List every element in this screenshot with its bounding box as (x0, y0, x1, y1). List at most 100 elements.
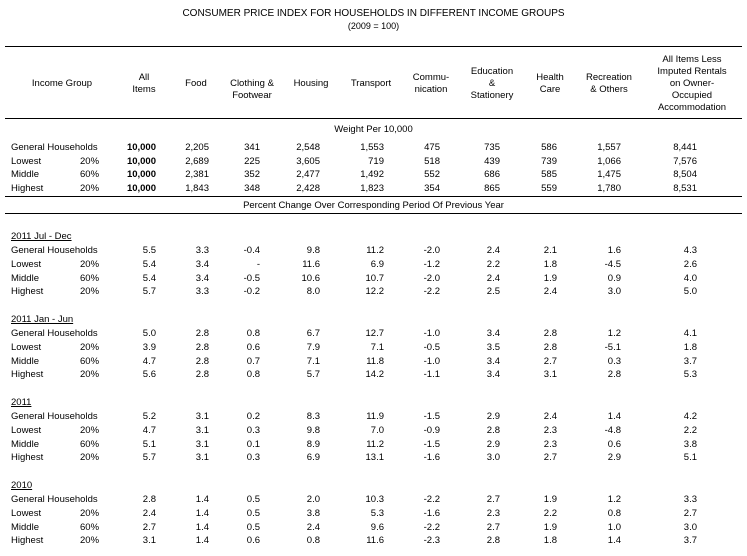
cell-health: 1.8 (543, 258, 557, 270)
cell-clothing: 0.6 (246, 535, 260, 547)
cell-food: 2.8 (195, 369, 209, 381)
cell-food: 1,843 (185, 182, 209, 194)
cell-food: 2.8 (195, 341, 209, 353)
cell-all-items: 5.5 (142, 245, 156, 256)
cell-education: 865 (484, 182, 500, 194)
cell-housing: 9.8 (306, 245, 320, 256)
cell-education: 3.5 (486, 341, 500, 353)
cell-food: 1.4 (195, 521, 209, 533)
rule-top (5, 46, 742, 47)
cell-clothing: 0.8 (246, 328, 260, 339)
table-subtitle: (2009 = 100) (347, 21, 400, 31)
cell-health: 585 (541, 169, 557, 180)
header-transport: Transport (350, 78, 392, 89)
cell-transport: 1,553 (360, 142, 384, 153)
cell-clothing: 0.7 (246, 355, 260, 367)
row-label: Lowest (11, 258, 42, 270)
cell-food: 3.4 (195, 258, 209, 270)
header-income-group: Income Group (31, 78, 93, 89)
cell-all-items: 5.7 (142, 452, 156, 464)
cell-communication: -2.3 (423, 535, 440, 547)
cell-education: 3.0 (486, 452, 500, 464)
cell-recreation: 1,780 (597, 182, 621, 194)
cell-transport: 11.9 (366, 411, 384, 422)
cell-housing: 2,548 (296, 142, 320, 153)
cell-education: 735 (484, 142, 500, 153)
cell-all-items-less: 3.7 (683, 535, 697, 547)
row-label: Highest (11, 452, 44, 464)
header-food: Food (185, 78, 207, 89)
cell-all-items-less: 2.6 (683, 258, 697, 270)
cell-housing: 2.0 (306, 494, 320, 505)
cell-health: 2.4 (543, 411, 557, 422)
rule-percent (5, 196, 742, 197)
row-label: Highest (11, 369, 44, 381)
cell-all-items: 3.1 (142, 535, 156, 547)
cell-communication: -1.6 (423, 452, 440, 464)
header-all-items: All Items (132, 72, 156, 95)
cell-clothing: 0.5 (246, 521, 260, 533)
table-row: General Households 5.2 3.1 0.2 8.3 11.9 -1.5 2.… (0, 410, 747, 423)
table-row: General Households 10,000 2,205 341 2,548 1,5… (0, 141, 747, 154)
row-label: Lowest (11, 155, 42, 167)
cell-housing: 6.7 (306, 328, 320, 339)
table-row: Lowest 20% 10,000 2,689 225 3,605 719 518 439 739… (0, 155, 747, 168)
cell-clothing: -0.2 (243, 286, 260, 298)
cell-all-items: 2.4 (142, 507, 156, 519)
cell-all-items-less: 4.0 (683, 272, 697, 284)
cell-health: 2.7 (543, 355, 557, 367)
cell-clothing: 348 (244, 182, 260, 194)
cell-transport: 13.1 (365, 452, 385, 464)
cell-communication: -1.0 (423, 355, 440, 367)
cell-food: 3.1 (195, 424, 209, 436)
cell-housing: 11.6 (302, 258, 320, 270)
cell-transport: 7.1 (370, 341, 384, 353)
row-percentile: 60% (80, 521, 100, 533)
cell-clothing: 225 (244, 155, 260, 167)
cell-recreation: 1,557 (597, 142, 621, 153)
cell-all-items-less: 5.3 (683, 369, 697, 381)
cell-all-items: 2.8 (142, 494, 156, 505)
cell-health: 2.2 (543, 507, 557, 519)
cell-communication: -2.0 (423, 272, 440, 284)
cell-communication: -1.6 (423, 507, 440, 519)
cell-communication: -1.2 (423, 258, 440, 270)
cell-communication: 552 (424, 169, 440, 180)
row-label: Middle (11, 272, 39, 284)
table-row: Lowest 20% 3.9 2.8 0.6 7.9 7.1 -0.5 3.5 2.8 -5.1 1.… (0, 341, 747, 354)
cell-communication: -2.2 (423, 521, 440, 533)
row-percentile: 60% (80, 272, 100, 284)
cell-all-items: 5.1 (142, 438, 156, 450)
cell-recreation: 0.6 (607, 438, 621, 450)
row-percentile: 20% (80, 369, 100, 381)
cell-all-items: 4.7 (142, 355, 156, 367)
percent-band: Percent Change Over Corresponding Period… (243, 200, 504, 211)
cell-housing: 10.6 (301, 272, 321, 284)
cell-education: 2.7 (486, 521, 500, 533)
row-percentile: 20% (80, 507, 100, 519)
cell-housing: 8.3 (306, 411, 320, 422)
row-percentile: 20% (80, 258, 100, 270)
header-recreation: Recreation & Others (586, 72, 632, 95)
cell-communication: -0.5 (423, 341, 440, 353)
row-label: Lowest (11, 424, 42, 436)
row-label: Highest (11, 535, 44, 547)
cell-all-items-less: 4.2 (683, 411, 697, 422)
cell-all-items: 3.9 (142, 341, 156, 353)
cell-transport: 1,823 (360, 182, 384, 194)
cell-health: 2.8 (543, 341, 557, 353)
cell-all-items-less: 3.0 (683, 521, 697, 533)
cell-all-items: 10,000 (126, 182, 156, 194)
section-title: 2011 (11, 397, 32, 408)
cell-clothing: 0.5 (246, 507, 260, 519)
cell-all-items-less: 8,441 (673, 142, 697, 153)
cell-transport: 11.6 (366, 535, 384, 547)
header-all-items-less: All Items Less Imputed Rentals on Owner- Oc… (657, 54, 727, 113)
row-percentile: 20% (80, 424, 100, 436)
cell-food: 3.1 (195, 438, 209, 450)
cell-food: 2.8 (195, 328, 209, 339)
cell-education: 2.9 (486, 438, 500, 450)
cell-food: 1.4 (195, 535, 209, 547)
table-row: Highest 20% 5.7 3.1 0.3 6.9 13.1 -1.6 3.0 2.7 2.9 5… (0, 451, 747, 464)
cell-education: 2.5 (486, 286, 500, 298)
